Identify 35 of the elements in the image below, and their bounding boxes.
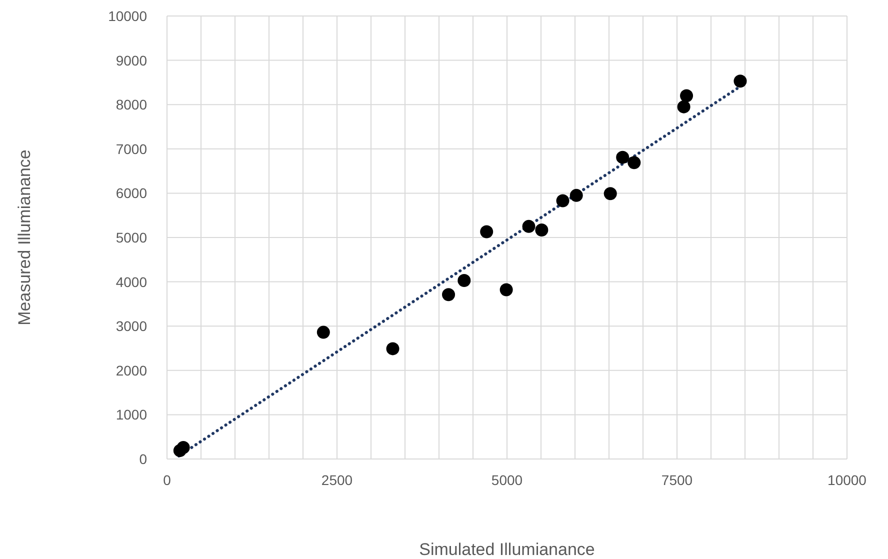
y-tick-label: 1000	[116, 406, 148, 423]
y-tick-label: 9000	[116, 52, 148, 68]
point	[176, 440, 190, 454]
point	[535, 223, 548, 236]
point	[458, 274, 471, 287]
y-tick-label: 0	[139, 450, 148, 467]
point	[442, 288, 456, 302]
point	[734, 74, 747, 88]
y-tick-label: 4000	[116, 274, 148, 290]
point	[570, 188, 583, 202]
x-tick-label: 7500	[661, 472, 693, 488]
point	[480, 225, 494, 238]
point	[604, 187, 617, 200]
point	[677, 100, 690, 114]
y-tick-label: 7000	[116, 140, 148, 157]
point	[386, 342, 400, 356]
point	[556, 194, 570, 208]
y-tick-label: 2000	[116, 362, 148, 378]
point	[522, 220, 536, 233]
point	[628, 156, 641, 170]
point	[500, 283, 513, 296]
y-axis-title: Measured Illumianance	[15, 150, 34, 326]
y-tick-label: 3000	[116, 318, 148, 334]
x-tick-label: 0	[163, 472, 172, 488]
y-tick-label: 8000	[116, 96, 148, 113]
point	[616, 150, 630, 164]
y-tick-label: 5000	[116, 229, 148, 246]
x-tick-label: 5000	[491, 472, 523, 488]
point	[316, 326, 330, 339]
x-tick-label: 2500	[321, 472, 353, 488]
y-tick-label: 10000	[108, 8, 148, 24]
x-tick-label: 10000	[828, 472, 867, 488]
x-axis-title: Simulated Illumianance	[419, 540, 595, 559]
point	[680, 89, 694, 102]
y-tick-label: 6000	[116, 185, 148, 202]
